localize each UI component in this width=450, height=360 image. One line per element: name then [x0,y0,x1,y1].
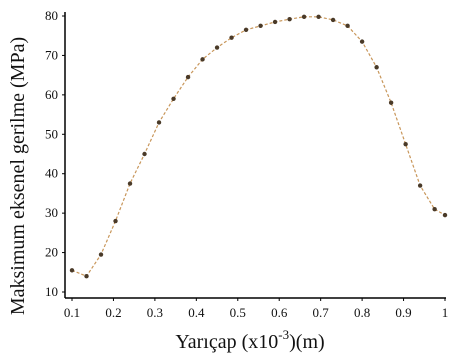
data-point [156,120,162,125]
y-tick-label: 40 [45,166,58,181]
data-point [98,252,104,257]
x-tick-label: 0.2 [105,305,121,320]
x-axis-title-superscript: -3 [278,327,289,342]
data-point [113,218,118,224]
y-tick-label: 30 [45,205,58,220]
data-point [359,39,365,44]
data-point [229,35,234,40]
series-points [69,14,448,279]
data-point [374,65,379,70]
data-point [301,14,307,19]
x-tick-label: 0.6 [271,305,288,320]
x-axis-title-suffix: )(m) [289,331,325,353]
x-tick-label: 0.5 [230,305,246,320]
y-ticks: 10 20 30 40 50 60 70 80 [45,8,65,299]
data-point [69,268,75,273]
data-point [388,100,394,105]
data-point [330,17,336,23]
data-point [442,212,448,218]
x-axis-title-main: Yarıçap (x10 [175,331,278,353]
x-tick-label: 1 [442,305,449,320]
data-point [403,141,408,147]
data-point [142,151,147,157]
y-tick-label: 70 [45,47,58,62]
data-point [345,23,350,29]
x-tick-label: 0.9 [395,305,411,320]
data-point [417,183,423,188]
data-point [316,14,321,19]
y-axis-title: Maksimum eksenel gerilme (MPa) [7,37,29,315]
x-tick-label: 0.7 [313,305,330,320]
axes [64,12,446,299]
data-point [432,207,437,212]
x-tick-label: 0.1 [64,305,80,320]
x-axis-title: Yarıçap (x10-3)(m) [175,327,324,353]
x-tick-label: 0.8 [354,305,370,320]
x-ticks: 0.1 0.2 0.3 0.4 0.5 0.6 0.7 0.8 0.9 1 [64,298,448,320]
y-tick-label: 60 [45,87,58,102]
data-point [214,45,220,50]
data-point [200,57,205,62]
x-tick-label: 0.4 [188,305,205,320]
data-point [171,96,176,102]
x-tick-label: 0.3 [147,305,163,320]
data-point [287,16,292,22]
y-tick-label: 10 [45,284,58,299]
data-point [243,27,249,32]
y-tick-label: 80 [45,8,58,23]
y-tick-label: 20 [45,245,58,260]
data-point [272,19,278,25]
series-line [71,16,446,277]
data-point [185,74,191,80]
data-point [258,23,263,29]
data-point [127,181,133,186]
data-point [84,274,89,279]
y-tick-label: 50 [45,126,58,141]
